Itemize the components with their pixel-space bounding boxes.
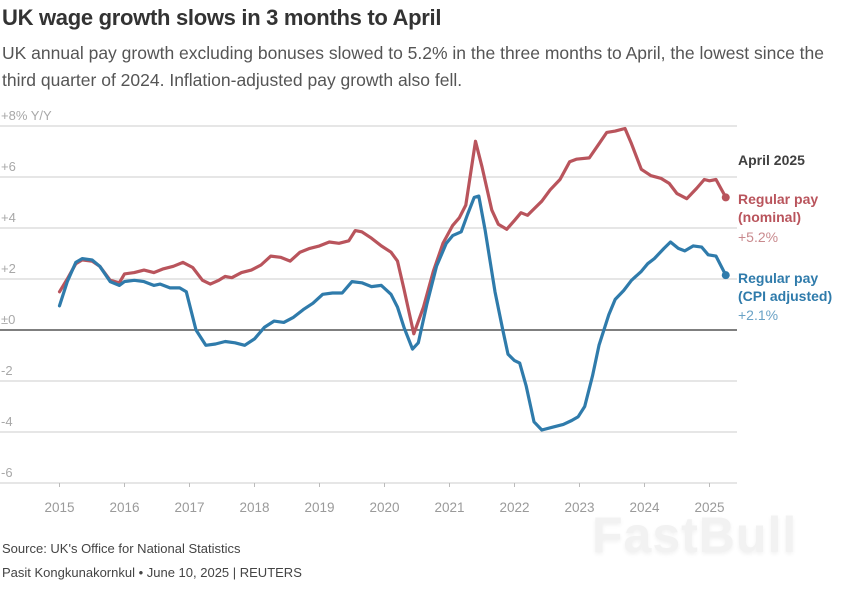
fastbull-watermark: FastBull bbox=[592, 507, 798, 563]
x-tick-label: 2023 bbox=[564, 500, 594, 515]
real-series-value: +2.1% bbox=[738, 307, 779, 323]
credit-line: Pasit Kongkunakornkul • June 10, 2025 | … bbox=[2, 565, 302, 580]
x-tick-label: 2017 bbox=[174, 500, 204, 515]
x-tick-label: 2025 bbox=[694, 500, 724, 515]
nominal-series-value: +5.2% bbox=[738, 229, 779, 245]
x-tick-label: 2015 bbox=[44, 500, 74, 515]
x-tick-label: 2020 bbox=[369, 500, 399, 515]
series-lines bbox=[57, 126, 730, 432]
chart-subtitle: UK annual pay growth excluding bonuses s… bbox=[2, 43, 825, 90]
real-pay-line bbox=[57, 194, 728, 432]
gridlines bbox=[0, 125, 737, 484]
y-tick-label: +6 bbox=[1, 159, 16, 174]
y-tick-label: +2 bbox=[1, 261, 16, 276]
x-axis-ticks: 2015 2016 2017 2018 2019 2020 2021 2022 2023 2024… bbox=[44, 483, 725, 515]
x-tick-label: 2024 bbox=[629, 500, 660, 515]
chart-title: UK wage growth slows in 3 months to Apri… bbox=[2, 5, 442, 30]
x-tick-label: 2016 bbox=[109, 500, 139, 515]
nominal-pay-line bbox=[57, 126, 728, 336]
y-axis-ticks: +8% Y/Y +6 +4 +2 ±0 -2 -4 -6 bbox=[1, 108, 52, 480]
x-tick-label: 2022 bbox=[499, 500, 529, 515]
y-tick-label: +4 bbox=[1, 210, 16, 225]
real-end-point bbox=[721, 271, 730, 280]
y-tick-label: +8% Y/Y bbox=[1, 108, 52, 123]
y-tick-label: -4 bbox=[1, 414, 13, 429]
x-tick-label: 2021 bbox=[434, 500, 464, 515]
source-note: Source: UK's Office for National Statist… bbox=[2, 541, 241, 556]
nominal-end-point bbox=[721, 193, 730, 202]
y-tick-label: -6 bbox=[1, 465, 13, 480]
real-series-label: Regular pay (CPI adjusted) bbox=[738, 270, 833, 304]
y-tick-label: -2 bbox=[1, 363, 13, 378]
x-tick-label: 2018 bbox=[239, 500, 269, 515]
nominal-series-label: Regular pay (nominal) bbox=[738, 191, 819, 225]
y-tick-label: ±0 bbox=[1, 312, 15, 327]
end-date-label: April 2025 bbox=[738, 152, 805, 168]
x-tick-label: 2019 bbox=[304, 500, 334, 515]
